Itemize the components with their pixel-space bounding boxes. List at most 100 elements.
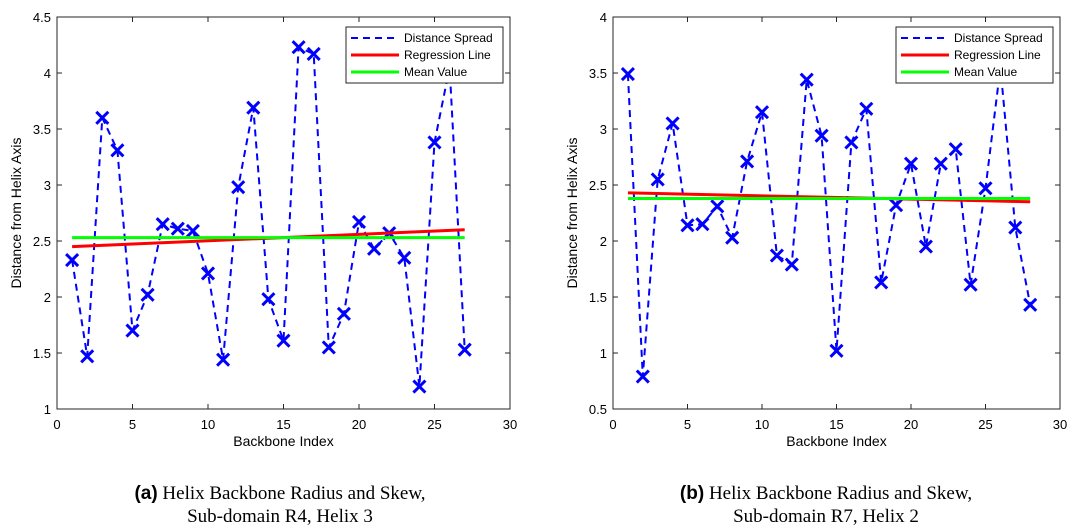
x-tick-label: 20: [352, 417, 366, 432]
caption-a: (a) Helix Backbone Radius and Skew, Sub-…: [40, 482, 520, 528]
x-axis-label: Backbone Index: [233, 433, 333, 449]
y-tick-label: 3.5: [33, 122, 51, 137]
data-point-x-marker: [125, 323, 140, 338]
caption-b: (b) Helix Backbone Radius and Skew, Sub-…: [586, 482, 1066, 528]
data-point-x-marker: [306, 46, 321, 62]
data-point-x-marker: [978, 181, 993, 196]
data-point-x-marker: [963, 277, 978, 292]
data-point-x-marker: [65, 252, 80, 268]
data-point-x-marker: [397, 250, 412, 265]
y-tick-label: 4: [600, 10, 607, 25]
x-tick-label: 30: [503, 417, 517, 432]
y-tick-label: 3: [44, 178, 51, 193]
data-point-x-marker: [351, 214, 367, 230]
y-tick-label: 1: [600, 346, 607, 361]
y-tick-label: 0.5: [589, 402, 607, 417]
caption-b-line2: Sub-domain R7, Helix 2: [733, 506, 919, 527]
chart-panel-b: 0 5 10 15 20 25 30 0.5 1 1.5 2 2.5 3 3.5 4 Backbone Ind…: [556, 0, 1083, 528]
data-point-x-marker: [246, 100, 261, 115]
y-axis-label: Distance from Helix Axis: [8, 138, 24, 289]
data-point-x-marker: [1023, 297, 1038, 312]
data-point-x-marker: [620, 67, 635, 82]
data-point-x-marker: [710, 199, 725, 214]
x-tick-label: 10: [201, 417, 215, 432]
x-tick-label: 25: [427, 417, 441, 432]
x-tick-label: 0: [53, 417, 60, 432]
data-point-x-marker: [336, 306, 351, 321]
series-line-distance-spread: [626, 67, 1032, 377]
data-point-x-marker: [859, 101, 874, 116]
data-point-x-marker: [784, 257, 799, 272]
y-tick-label: 2: [44, 290, 51, 305]
data-point-x-marker: [200, 266, 216, 281]
data-point-x-marker: [814, 128, 829, 143]
data-point-x-marker: [185, 223, 200, 238]
caption-b-line1: Helix Backbone Radius and Skew,: [708, 483, 973, 504]
data-point-x-marker: [155, 217, 170, 232]
data-point-x-marker: [844, 135, 859, 150]
legend: Distance Spread Regression Line Mean Value: [345, 26, 504, 84]
data-point-x-marker: [321, 340, 336, 355]
data-point-x-marker: [80, 349, 95, 364]
data-point-x-marker: [874, 275, 889, 290]
data-point-x-marker: [276, 333, 291, 348]
chart-b-svg: 0 5 10 15 20 25 30 0.5 1 1.5 2 2.5 3 3.5 4 Backbone Ind…: [564, 10, 1067, 449]
y-tick-label: 1: [44, 402, 51, 417]
legend-label: Mean Value: [404, 65, 467, 79]
x-tick-label: 0: [609, 417, 616, 432]
legend-label: Mean Value: [954, 65, 1017, 79]
y-tick-label: 4: [44, 66, 51, 81]
x-tick-label: 25: [978, 417, 992, 432]
data-point-x-marker: [740, 154, 755, 169]
data-point-x-marker: [412, 379, 427, 394]
y-tick-label: 2.5: [589, 178, 607, 193]
data-point-x-marker: [170, 221, 185, 236]
y-tick-label: 1.5: [33, 346, 51, 361]
data-point-x-marker: [261, 292, 276, 307]
y-tick-label: 1.5: [589, 290, 607, 305]
chart-panel-a: 0 5 10 15 20 25 30 1 1.5 2 2.5 3 3.5 4 4.5 Backbone Ind…: [0, 0, 541, 528]
legend-label: Regression Line: [404, 48, 491, 62]
x-tick-label: 15: [829, 417, 843, 432]
data-point-x-marker: [829, 343, 844, 358]
x-tick-label: 5: [129, 417, 136, 432]
data-point-x-marker: [1008, 220, 1023, 235]
data-point-x-marker: [650, 172, 665, 187]
data-point-x-marker: [110, 143, 125, 158]
data-point-x-marker: [680, 218, 695, 233]
legend-label: Distance Spread: [404, 31, 493, 45]
data-point-x-marker: [754, 105, 770, 120]
data-point-x-marker: [695, 217, 710, 232]
data-point-x-marker: [918, 239, 933, 254]
data-point-x-marker: [948, 142, 963, 157]
data-point-x-marker: [769, 248, 784, 263]
data-point-x-marker: [635, 369, 650, 384]
chart-a-svg: 0 5 10 15 20 25 30 1 1.5 2 2.5 3 3.5 4 4.5 Backbone Ind…: [8, 10, 517, 449]
data-point-x-marker: [367, 241, 382, 256]
data-point-x-marker: [291, 40, 306, 55]
y-tick-label: 4.5: [33, 10, 51, 25]
data-point-x-marker: [665, 116, 680, 131]
data-point-x-marker: [889, 198, 904, 213]
x-tick-label: 30: [1053, 417, 1067, 432]
x-tick-label: 15: [276, 417, 290, 432]
y-tick-label: 3.5: [589, 66, 607, 81]
y-tick-label: 2: [600, 234, 607, 249]
data-point-x-marker: [231, 180, 246, 195]
data-point-x-marker: [457, 342, 472, 357]
data-point-x-marker: [427, 135, 442, 150]
legend-label: Regression Line: [954, 48, 1041, 62]
data-point-x-marker: [140, 287, 155, 302]
legend-label: Distance Spread: [954, 31, 1043, 45]
y-tick-label: 2.5: [33, 234, 51, 249]
legend: Distance Spread Regression Line Mean Value: [895, 26, 1054, 84]
caption-b-tag: (b): [679, 483, 705, 504]
data-point-x-marker: [725, 230, 740, 245]
y-axis-label: Distance from Helix Axis: [564, 138, 580, 289]
x-axis-label: Backbone Index: [786, 433, 886, 449]
caption-a-tag: (a): [134, 483, 158, 504]
data-point-x-marker: [799, 72, 814, 87]
caption-a-line2: Sub-domain R4, Helix 3: [187, 506, 373, 527]
x-tick-label: 10: [755, 417, 769, 432]
caption-a-line1: Helix Backbone Radius and Skew,: [162, 483, 426, 504]
